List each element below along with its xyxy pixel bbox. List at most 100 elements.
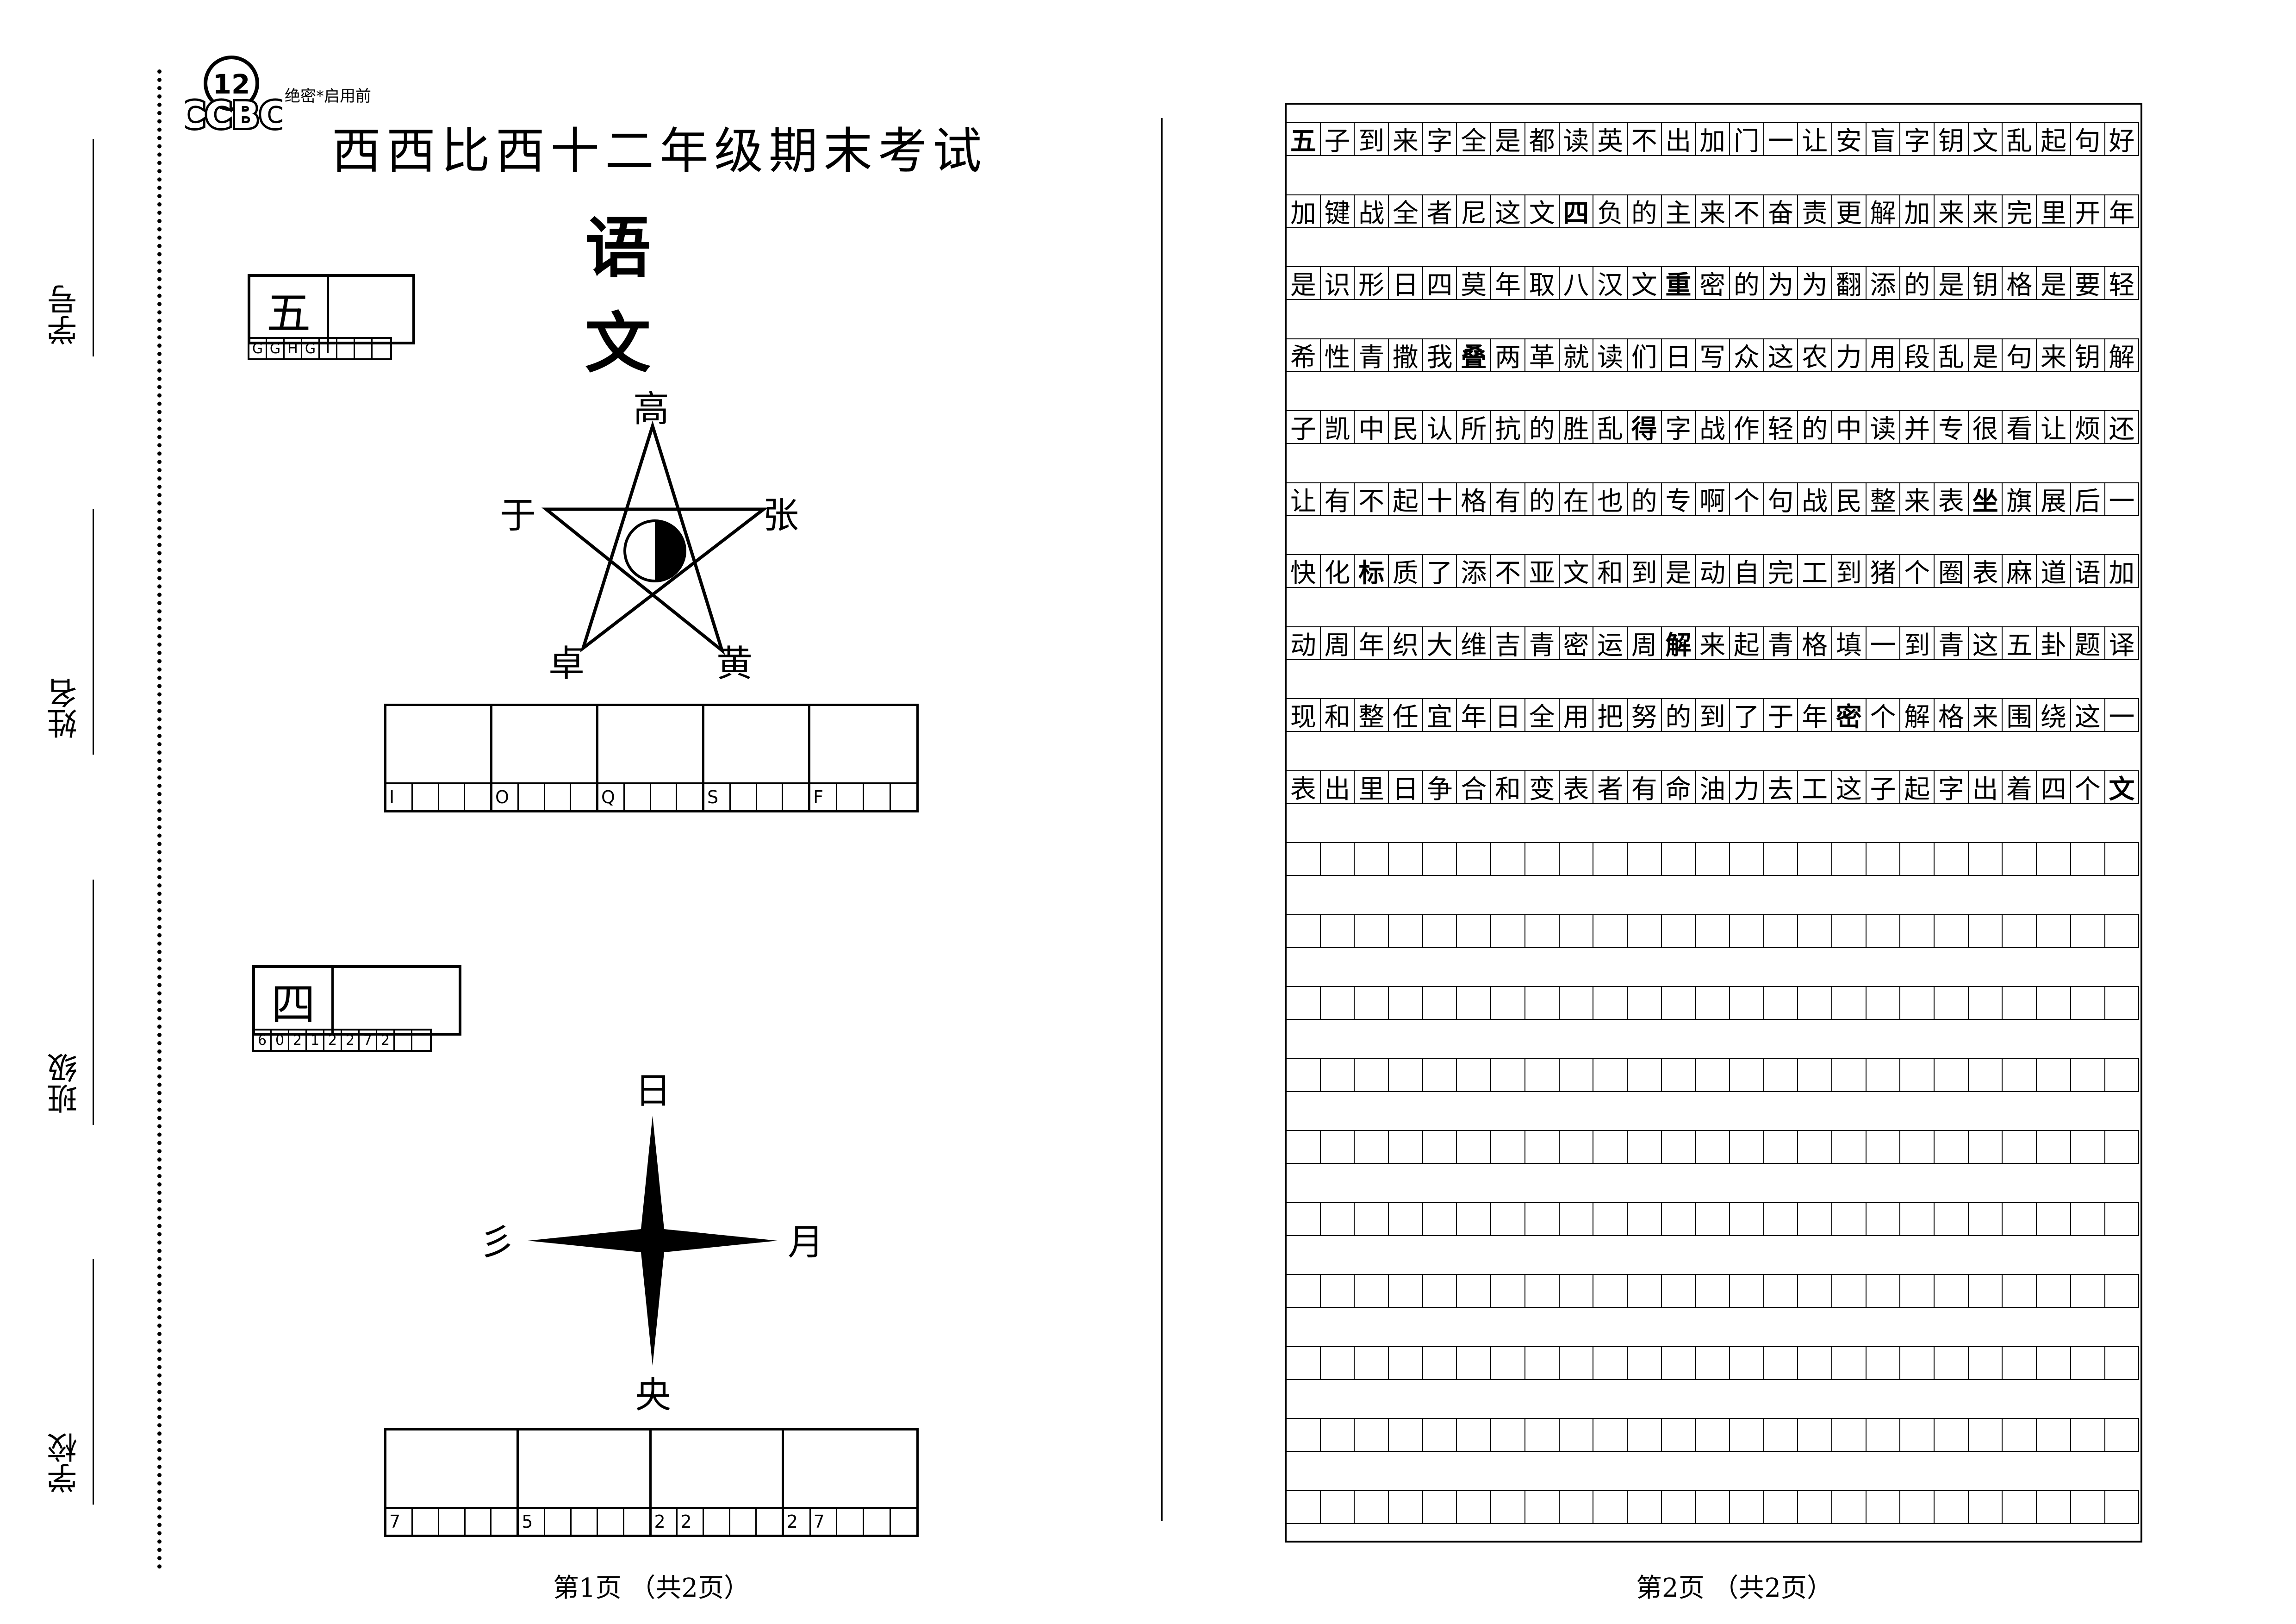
student-id-line[interactable] bbox=[93, 139, 94, 356]
grid-cell[interactable] bbox=[2037, 1274, 2071, 1308]
grid-cell[interactable]: 很 bbox=[1968, 410, 2003, 444]
grid-cell[interactable]: 语 bbox=[2071, 554, 2105, 588]
grid-cell[interactable]: 不 bbox=[1491, 554, 1525, 588]
grid-cell[interactable] bbox=[1661, 1202, 1696, 1236]
grid-cell[interactable]: 负 bbox=[1593, 194, 1628, 229]
grid-cell[interactable] bbox=[1491, 1346, 1525, 1380]
grid-cell[interactable]: 主 bbox=[1661, 194, 1696, 229]
grid-cell[interactable] bbox=[2003, 986, 2037, 1020]
grid-cell[interactable] bbox=[1559, 986, 1594, 1020]
grid-cell[interactable] bbox=[2105, 1058, 2140, 1092]
grid-cell[interactable] bbox=[1389, 1058, 1423, 1092]
grid-cell[interactable]: 卦 bbox=[2037, 626, 2071, 661]
grid-cell[interactable] bbox=[1320, 1346, 1355, 1380]
grid-cell[interactable] bbox=[1968, 842, 2003, 876]
grid-cell[interactable]: 英 bbox=[1593, 122, 1628, 156]
grid-cell[interactable]: 着 bbox=[2003, 770, 2037, 805]
grid-cell[interactable]: 添 bbox=[1866, 266, 1901, 300]
grid-cell[interactable] bbox=[1900, 1130, 1935, 1164]
grid-cell[interactable]: 加 bbox=[1696, 122, 1730, 156]
grid-cell[interactable] bbox=[1661, 914, 1696, 948]
grid-cell[interactable] bbox=[1559, 1346, 1594, 1380]
grid-cell[interactable] bbox=[1627, 1130, 1662, 1164]
answer-cell[interactable]: Q bbox=[598, 706, 705, 810]
grid-cell[interactable]: 五 bbox=[1287, 122, 1321, 156]
grid-cell[interactable] bbox=[1730, 1130, 1764, 1164]
grid-cell[interactable]: 完 bbox=[2003, 194, 2037, 229]
grid-cell[interactable] bbox=[1355, 1130, 1389, 1164]
grid-cell[interactable]: 表 bbox=[1968, 554, 2003, 588]
grid-cell[interactable] bbox=[1866, 1202, 1901, 1236]
grid-cell[interactable]: 密 bbox=[1559, 626, 1594, 661]
grid-cell[interactable]: 解 bbox=[2105, 338, 2140, 373]
grid-cell[interactable]: 是 bbox=[1287, 266, 1321, 300]
grid-cell[interactable] bbox=[2037, 1130, 2071, 1164]
grid-cell[interactable]: 抗 bbox=[1491, 410, 1525, 444]
grid-cell[interactable]: 让 bbox=[2037, 410, 2071, 444]
grid-cell[interactable] bbox=[1593, 1490, 1628, 1524]
grid-cell[interactable]: 来 bbox=[1696, 626, 1730, 661]
grid-cell[interactable]: 文 bbox=[1968, 122, 2003, 156]
grid-cell[interactable] bbox=[1730, 1418, 1764, 1452]
grid-cell[interactable]: 文 bbox=[1627, 266, 1662, 300]
grid-cell[interactable]: 格 bbox=[1457, 482, 1492, 517]
grid-cell[interactable]: 把 bbox=[1593, 698, 1628, 732]
grid-cell[interactable] bbox=[1389, 1130, 1423, 1164]
grid-cell[interactable] bbox=[1491, 1202, 1525, 1236]
grid-cell[interactable] bbox=[1457, 914, 1492, 948]
grid-cell[interactable]: 子 bbox=[1287, 410, 1321, 444]
grid-cell[interactable]: 啊 bbox=[1696, 482, 1730, 517]
grid-cell[interactable]: 农 bbox=[1798, 338, 1832, 373]
question-4-score-box[interactable] bbox=[334, 968, 459, 1033]
grid-cell[interactable]: 任 bbox=[1389, 698, 1423, 732]
grid-cell[interactable]: 还 bbox=[2105, 410, 2140, 444]
grid-cell[interactable] bbox=[1457, 842, 1492, 876]
grid-cell[interactable]: 出 bbox=[1320, 770, 1355, 805]
school-line[interactable] bbox=[93, 1259, 94, 1505]
grid-cell[interactable] bbox=[1730, 1346, 1764, 1380]
grid-cell[interactable]: 让 bbox=[1798, 122, 1832, 156]
grid-cell[interactable]: 现 bbox=[1287, 698, 1321, 732]
grid-cell[interactable] bbox=[1389, 914, 1423, 948]
grid-cell[interactable] bbox=[1423, 842, 1457, 876]
grid-cell[interactable] bbox=[2071, 1274, 2105, 1308]
grid-cell[interactable] bbox=[2071, 914, 2105, 948]
grid-cell[interactable] bbox=[1559, 1130, 1594, 1164]
grid-cell[interactable] bbox=[2105, 1130, 2140, 1164]
grid-cell[interactable] bbox=[1627, 986, 1662, 1020]
grid-cell[interactable]: 的 bbox=[1798, 410, 1832, 444]
grid-cell[interactable]: 段 bbox=[1900, 338, 1935, 373]
grid-cell[interactable] bbox=[1287, 1346, 1321, 1380]
grid-cell[interactable]: 麻 bbox=[2003, 554, 2037, 588]
grid-cell[interactable]: 工 bbox=[1798, 770, 1832, 805]
grid-cell[interactable]: 要 bbox=[2071, 266, 2105, 300]
grid-cell[interactable] bbox=[1593, 914, 1628, 948]
grid-cell[interactable] bbox=[1525, 1202, 1560, 1236]
grid-cell[interactable] bbox=[1559, 1490, 1594, 1524]
grid-cell[interactable] bbox=[1900, 986, 1935, 1020]
grid-cell[interactable]: 也 bbox=[1593, 482, 1628, 517]
grid-cell[interactable] bbox=[2003, 1346, 2037, 1380]
grid-cell[interactable] bbox=[1559, 842, 1594, 876]
grid-cell[interactable]: 胜 bbox=[1559, 410, 1594, 444]
grid-cell[interactable]: 中 bbox=[1832, 410, 1867, 444]
class-line[interactable] bbox=[93, 880, 94, 1125]
grid-cell[interactable] bbox=[1287, 1202, 1321, 1236]
grid-cell[interactable]: 读 bbox=[1593, 338, 1628, 373]
grid-cell[interactable]: 周 bbox=[1627, 626, 1662, 661]
grid-cell[interactable] bbox=[1593, 986, 1628, 1020]
grid-cell[interactable]: 读 bbox=[1559, 122, 1594, 156]
grid-cell[interactable]: 文 bbox=[1525, 194, 1560, 229]
grid-cell[interactable] bbox=[1832, 1130, 1867, 1164]
grid-cell[interactable] bbox=[1320, 842, 1355, 876]
grid-cell[interactable]: 专 bbox=[1935, 410, 1969, 444]
grid-cell[interactable] bbox=[1866, 1130, 1901, 1164]
grid-cell[interactable]: 让 bbox=[1287, 482, 1321, 517]
grid-cell[interactable] bbox=[1491, 1274, 1525, 1308]
grid-cell[interactable]: 起 bbox=[1900, 770, 1935, 805]
grid-cell[interactable]: 钥 bbox=[1935, 122, 1969, 156]
grid-cell[interactable] bbox=[1423, 1130, 1457, 1164]
grid-cell[interactable]: 门 bbox=[1730, 122, 1764, 156]
grid-cell[interactable]: 为 bbox=[1798, 266, 1832, 300]
grid-cell[interactable]: 一 bbox=[1866, 626, 1901, 661]
